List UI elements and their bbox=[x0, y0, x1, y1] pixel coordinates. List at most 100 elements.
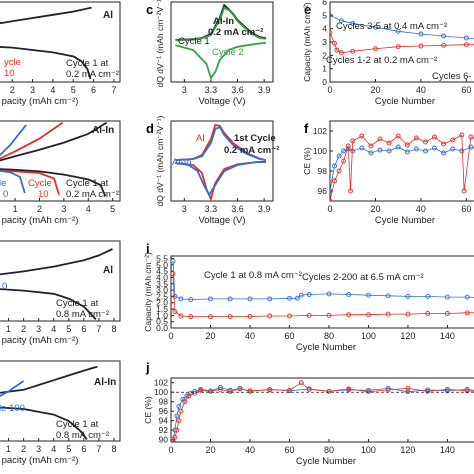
data-point bbox=[227, 389, 233, 395]
series-group bbox=[0, 6, 92, 80]
data-point bbox=[341, 158, 347, 164]
annotation: Cycle 1 at 0.8 mA cm⁻² bbox=[204, 270, 302, 281]
annotation: Cycle 1 bbox=[178, 36, 210, 47]
annotation: 0 bbox=[2, 281, 7, 292]
annotation: Cycles 6- bbox=[432, 71, 472, 82]
series-line-0 bbox=[0, 248, 113, 276]
x-tick-label: 3.9 bbox=[258, 204, 271, 214]
x-tick-label: 5 bbox=[66, 444, 71, 454]
annotation: Al bbox=[103, 10, 113, 21]
annotation: Cycle bbox=[28, 178, 52, 189]
data-point bbox=[418, 31, 424, 37]
data-point bbox=[326, 388, 332, 394]
data-point bbox=[188, 314, 194, 320]
x-tick-label: 3.6 bbox=[231, 204, 244, 214]
x-axis-label: pacity (mAh cm⁻²) bbox=[2, 335, 79, 346]
panel-e: 0 20 40 60 0 1 2 3 4 5 6 Cycle Number Capacity (mAh … bbox=[302, 0, 474, 107]
data-point bbox=[377, 136, 383, 142]
y-tick-label: 98 bbox=[318, 166, 328, 176]
panel-b: 1 2 3 4 5 pacity (mAh cm⁻²) Al-In Cycle 1 at0.2… bbox=[0, 120, 121, 226]
panel-letter-j: j bbox=[145, 360, 150, 375]
y-axis-label: Capacity (mAh cm⁻²) bbox=[143, 252, 153, 332]
data-point bbox=[332, 163, 337, 169]
x-tick-label: 5 bbox=[66, 324, 71, 334]
data-point bbox=[346, 292, 352, 297]
annotation: 1st Cycle bbox=[234, 133, 276, 144]
data-point bbox=[425, 293, 431, 299]
data-point bbox=[404, 142, 410, 148]
data-point bbox=[385, 293, 391, 299]
data-point bbox=[294, 295, 300, 301]
data-point bbox=[172, 434, 178, 440]
series-group bbox=[171, 380, 474, 442]
annotation: Cycles 1-2 at 0.2 mA cm⁻² bbox=[326, 55, 437, 66]
data-point bbox=[336, 153, 342, 159]
x-tick-label: 60 bbox=[284, 331, 294, 341]
data-point bbox=[247, 296, 253, 302]
data-point bbox=[459, 148, 465, 154]
data-point bbox=[267, 387, 273, 393]
data-point bbox=[338, 18, 344, 24]
annotation: 10 bbox=[38, 189, 49, 200]
data-point bbox=[330, 30, 333, 36]
series-line-2 bbox=[175, 41, 267, 80]
data-point bbox=[287, 295, 292, 301]
x-tick-label: 120 bbox=[400, 331, 415, 341]
data-point bbox=[463, 42, 469, 48]
data-point bbox=[464, 388, 470, 394]
data-point bbox=[174, 427, 180, 433]
plot-frame bbox=[0, 360, 121, 442]
data-point bbox=[395, 133, 401, 139]
series-line-1 bbox=[0, 46, 92, 80]
series-line-2 bbox=[0, 124, 27, 157]
y-tick-label: 100 bbox=[313, 146, 327, 156]
data-point bbox=[171, 258, 176, 264]
data-point bbox=[350, 138, 356, 144]
x-tick-label: 60 bbox=[284, 445, 294, 455]
annotation: 0.2 mA cm⁻² bbox=[208, 27, 263, 38]
x-tick-label: 4 bbox=[51, 444, 56, 454]
series-line-0 bbox=[0, 121, 108, 162]
annotation: Cycles 3-5 at 0.4 mA cm⁻² bbox=[336, 21, 447, 32]
annotation: ycle bbox=[4, 57, 21, 68]
data-point bbox=[237, 386, 243, 392]
y-tick-label: 2 bbox=[322, 50, 327, 60]
x-tick-label: 6 bbox=[91, 85, 96, 95]
x-tick-label: 3 bbox=[182, 85, 187, 95]
data-point bbox=[373, 46, 378, 52]
x-tick-label: 8 bbox=[111, 444, 116, 454]
annotation: Al-In bbox=[172, 157, 192, 168]
data-point bbox=[217, 386, 223, 392]
annotation: Cycle 1 at bbox=[66, 58, 109, 69]
data-point bbox=[306, 312, 312, 318]
data-point bbox=[444, 311, 450, 316]
annotation: 0.2 mA cm⁻² bbox=[66, 69, 119, 80]
x-tick-label: 60 bbox=[461, 85, 471, 95]
x-tick-label: 40 bbox=[416, 85, 426, 95]
x-tick-label: 140 bbox=[440, 445, 455, 455]
x-axis-label: Cycle Number bbox=[296, 456, 356, 467]
data-point bbox=[346, 386, 352, 392]
data-point bbox=[450, 137, 456, 143]
x-axis-label: Cycle Number bbox=[296, 342, 356, 353]
series-group bbox=[175, 123, 267, 201]
x-tick-label: 5 bbox=[71, 85, 76, 95]
series-group bbox=[0, 365, 98, 440]
x-axis-label: pacity (mAh cm⁻²) bbox=[2, 96, 79, 107]
data-point bbox=[287, 313, 292, 319]
panel-letter-f: f bbox=[304, 121, 309, 136]
data-point bbox=[341, 148, 347, 154]
y-tick-label: 102 bbox=[154, 378, 168, 388]
y-tick-label: 92 bbox=[159, 425, 169, 435]
annotation: Al bbox=[103, 265, 113, 276]
data-point bbox=[418, 43, 424, 49]
data-point bbox=[450, 146, 456, 152]
series-line-1 bbox=[330, 134, 474, 201]
data-point bbox=[176, 418, 182, 424]
data-point bbox=[326, 312, 332, 318]
data-point bbox=[208, 296, 213, 302]
y-tick-label: 2.0 bbox=[156, 298, 168, 308]
y-axis-label: CE (%) bbox=[302, 147, 312, 175]
data-point bbox=[247, 388, 253, 394]
